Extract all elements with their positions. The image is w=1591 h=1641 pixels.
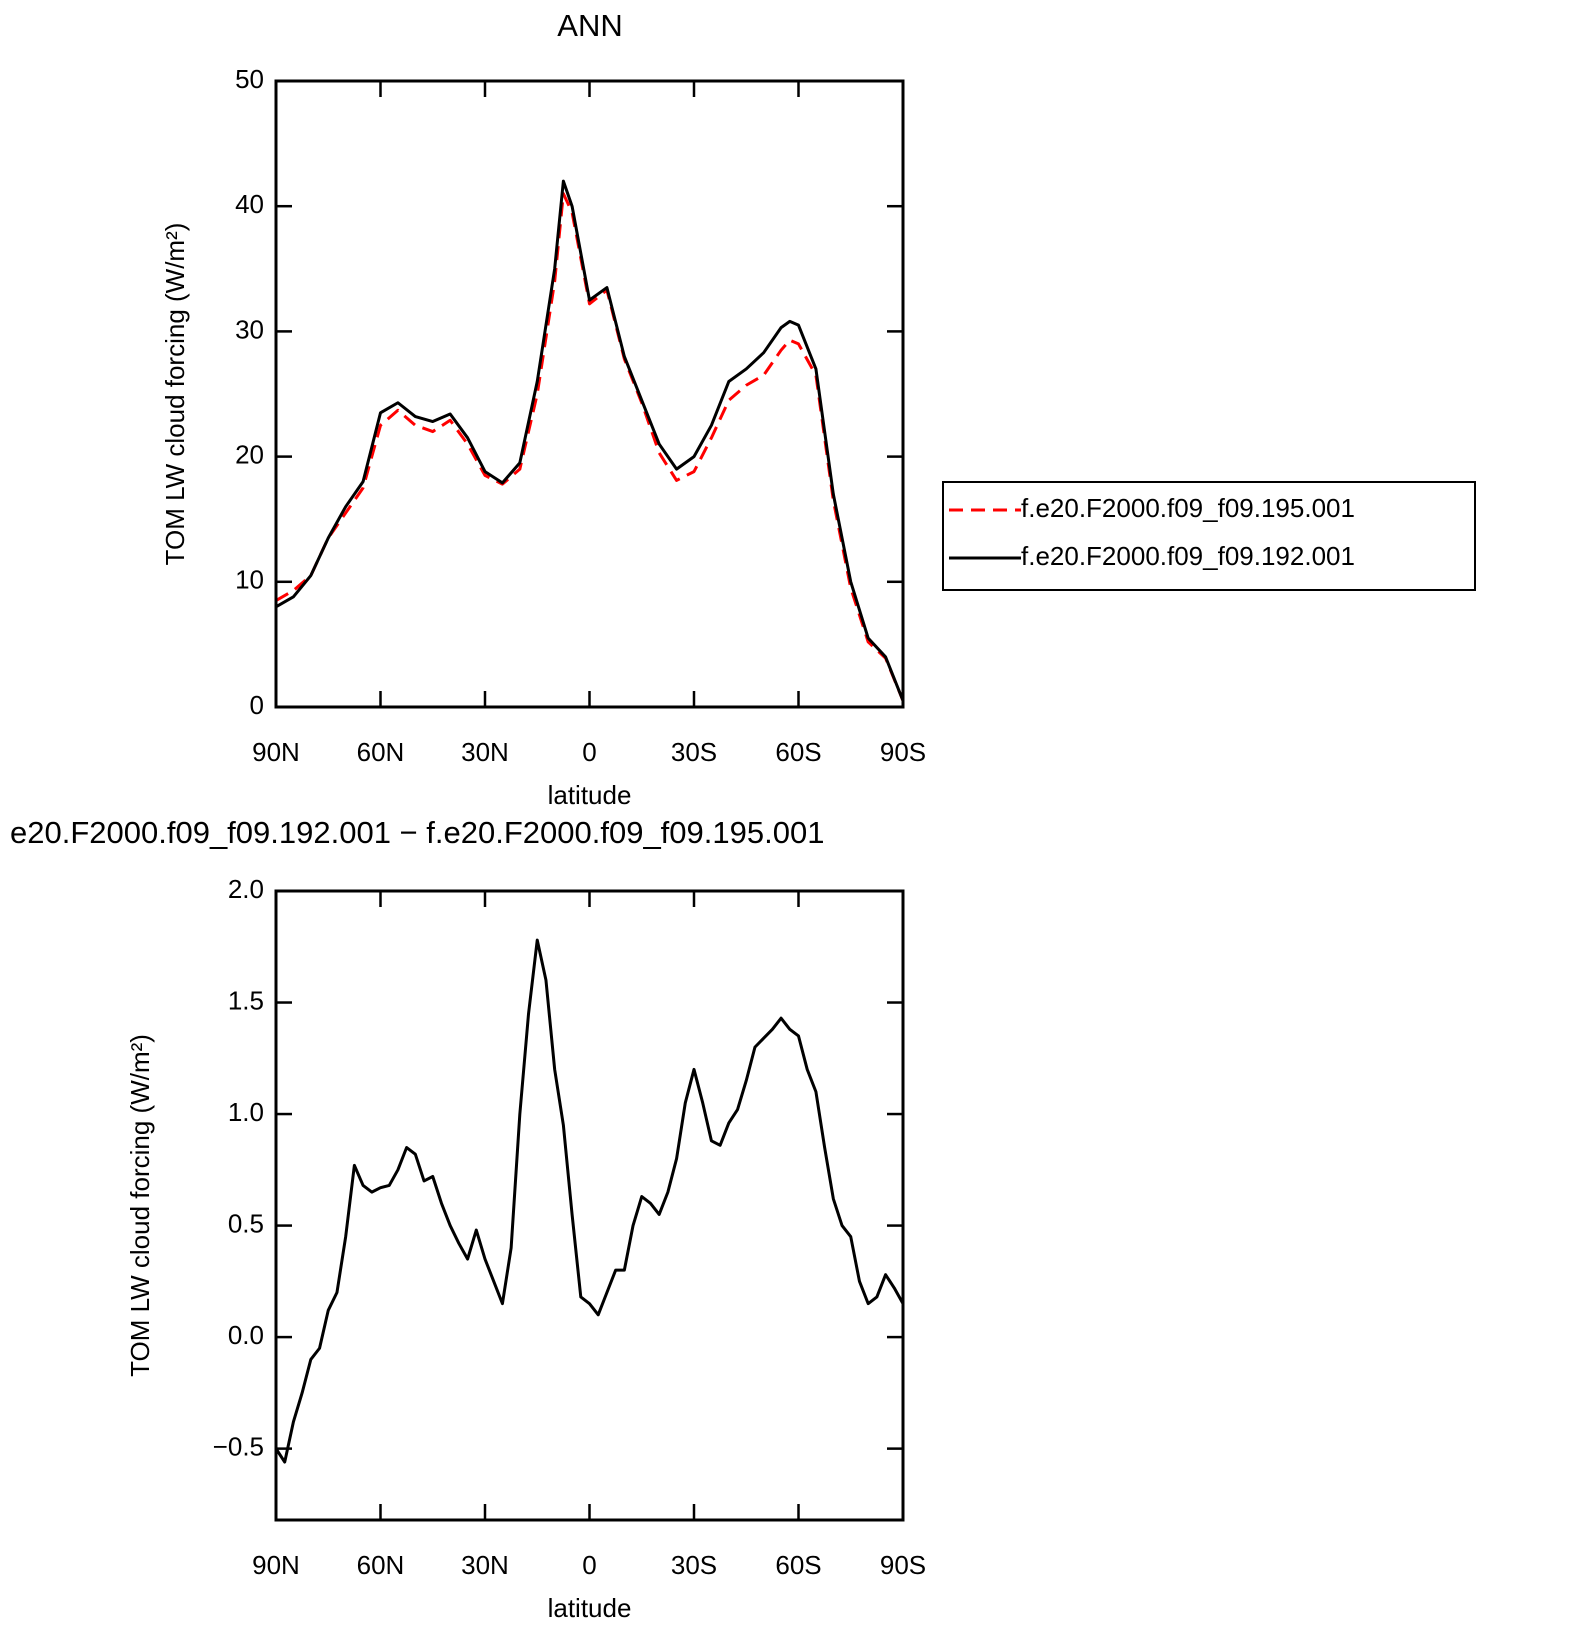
data-line [274, 938, 905, 1464]
y-tick-label: 1.0 [228, 1097, 264, 1127]
y-tick-label: 30 [235, 314, 264, 344]
x-tick-label: 60N [357, 1550, 405, 1580]
x-tick-label: 60S [775, 1550, 821, 1580]
y-axis-label: TOM LW cloud forcing (W/m²) [125, 1034, 155, 1377]
legend-label: f.e20.F2000.f09_f09.195.001 [1021, 493, 1355, 523]
x-axis-label: latitude [548, 1593, 632, 1623]
chart-title: ANN [557, 8, 622, 43]
x-tick-label: 30S [671, 1550, 717, 1580]
y-tick-label: 50 [235, 64, 264, 94]
y-tick-label: 1.5 [228, 985, 264, 1015]
y-tick-label: 0.0 [228, 1320, 264, 1350]
data-line [275, 179, 905, 702]
x-tick-label: 30S [671, 737, 717, 767]
y-tick-label: 0.5 [228, 1208, 264, 1238]
y-axis-label: TOM LW cloud forcing (W/m²) [160, 223, 190, 566]
x-tick-label: 60S [775, 737, 821, 767]
x-tick-label: 90S [880, 1550, 926, 1580]
chart-title: e20.F2000.f09_f09.192.001 − f.e20.F2000.… [10, 815, 824, 850]
x-tick-label: 30N [461, 737, 509, 767]
x-tick-label: 90S [880, 737, 926, 767]
x-tick-label: 30N [461, 1550, 509, 1580]
y-tick-label: 20 [235, 439, 264, 469]
x-tick-label: 0 [582, 737, 596, 767]
y-tick-label: 40 [235, 189, 264, 219]
x-axis-label: latitude [548, 780, 632, 810]
y-tick-label: −0.5 [213, 1431, 264, 1461]
x-tick-label: 90N [252, 737, 300, 767]
x-tick-label: 90N [252, 1550, 300, 1580]
data-line [275, 192, 905, 702]
y-tick-label: 0 [250, 690, 264, 720]
plot-frame [274, 79, 905, 709]
plot-frame [274, 889, 905, 1522]
x-tick-label: 60N [357, 737, 405, 767]
legend-box [942, 481, 1476, 591]
x-tick-label: 0 [582, 1550, 596, 1580]
y-tick-label: 10 [235, 565, 264, 595]
legend-label: f.e20.F2000.f09_f09.192.001 [1021, 541, 1355, 571]
y-tick-label: 2.0 [228, 874, 264, 904]
